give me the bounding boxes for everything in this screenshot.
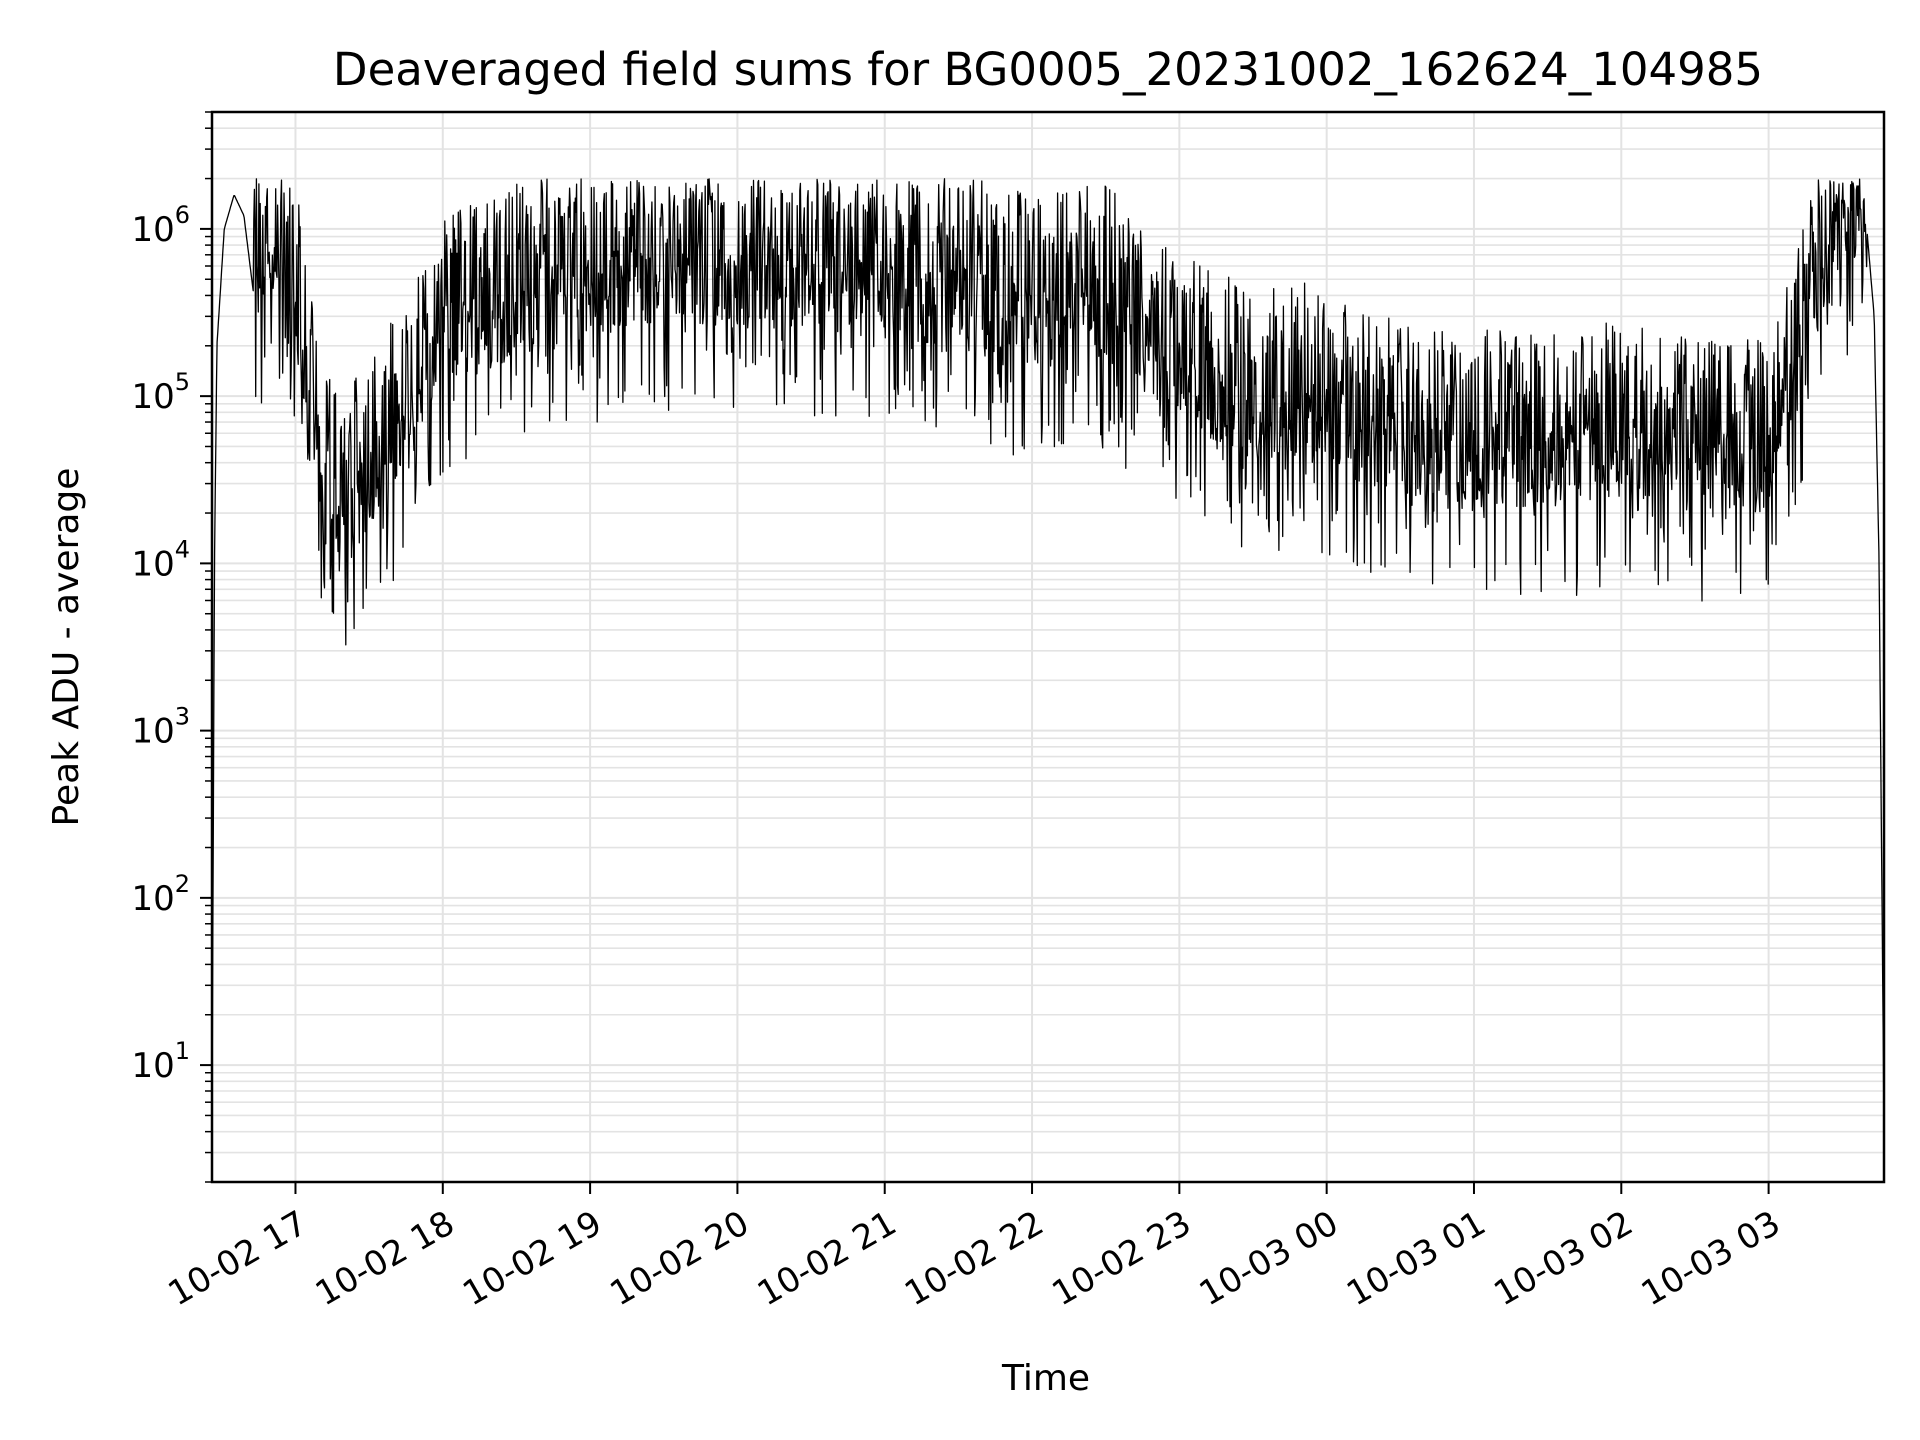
- y-tick-label: 103: [131, 703, 190, 752]
- chart-title: Deaveraged field sums for BG0005_2023100…: [333, 43, 1763, 96]
- series-line: [211, 178, 1885, 1132]
- x-axis-label: Time: [1001, 1358, 1090, 1399]
- y-tick-label: 105: [131, 368, 190, 417]
- y-tick-label: 102: [131, 870, 190, 919]
- y-tick-label: 101: [131, 1037, 190, 1086]
- y-axis-label: Peak ADU - average: [46, 468, 87, 827]
- y-tick-label: 106: [131, 201, 190, 250]
- y-tick-label: 104: [131, 535, 190, 584]
- plot-frame: [210, 110, 1886, 1184]
